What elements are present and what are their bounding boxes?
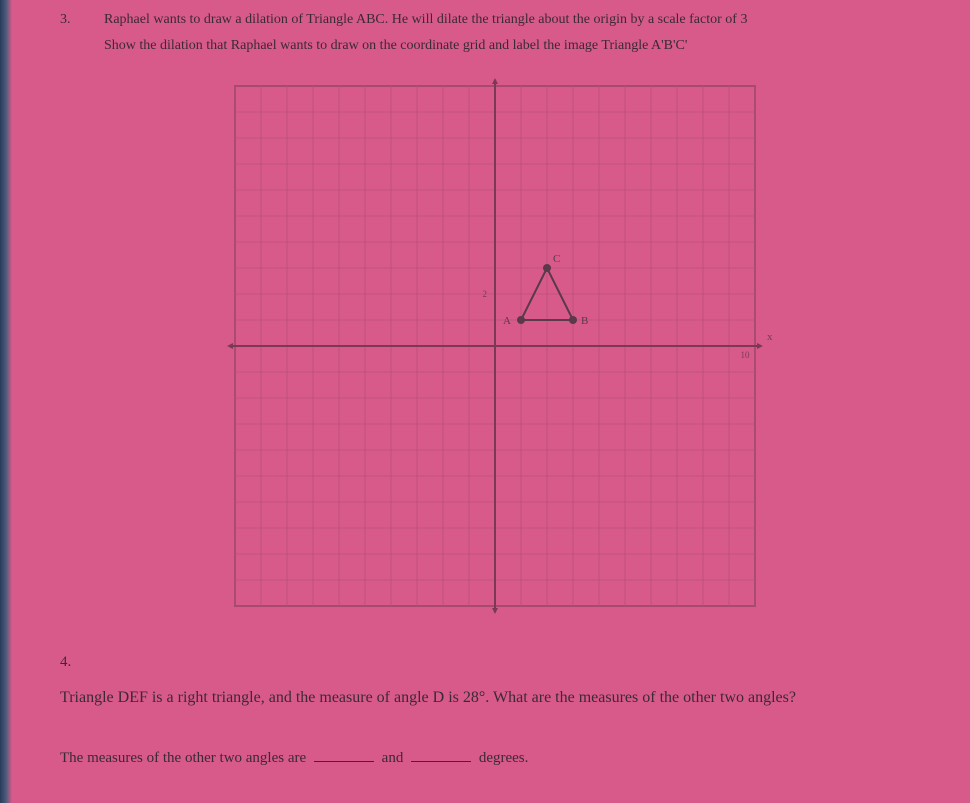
svg-text:B: B — [581, 315, 588, 327]
question-4-number: 4. — [60, 654, 930, 671]
svg-text:C: C — [553, 253, 560, 265]
svg-text:10: 10 — [741, 350, 751, 360]
coordinate-grid-container: 2 x 10 A B C — [60, 68, 930, 624]
answer-blank-1[interactable] — [314, 747, 374, 762]
answer-mid: and — [382, 750, 404, 766]
question-3-number: 3. — [60, 12, 76, 28]
question-3-prompt: Raphael wants to draw a dilation of Tria… — [104, 12, 747, 28]
svg-text:A: A — [503, 315, 511, 327]
coordinate-grid: 2 x 10 A B C — [217, 68, 773, 624]
answer-pre: The measures of the other two angles are — [60, 750, 306, 766]
question-3-header: 3. Raphael wants to draw a dilation of T… — [60, 12, 930, 28]
svg-text:x: x — [767, 331, 773, 343]
answer-post: degrees. — [479, 750, 529, 766]
answer-blank-2[interactable] — [411, 747, 471, 762]
question-3-subprompt: Show the dilation that Raphael wants to … — [104, 38, 930, 54]
question-4-prompt: Triangle DEF is a right triangle, and th… — [60, 689, 930, 707]
svg-text:2: 2 — [483, 289, 488, 299]
question-4-answer-line: The measures of the other two angles are… — [60, 747, 930, 767]
